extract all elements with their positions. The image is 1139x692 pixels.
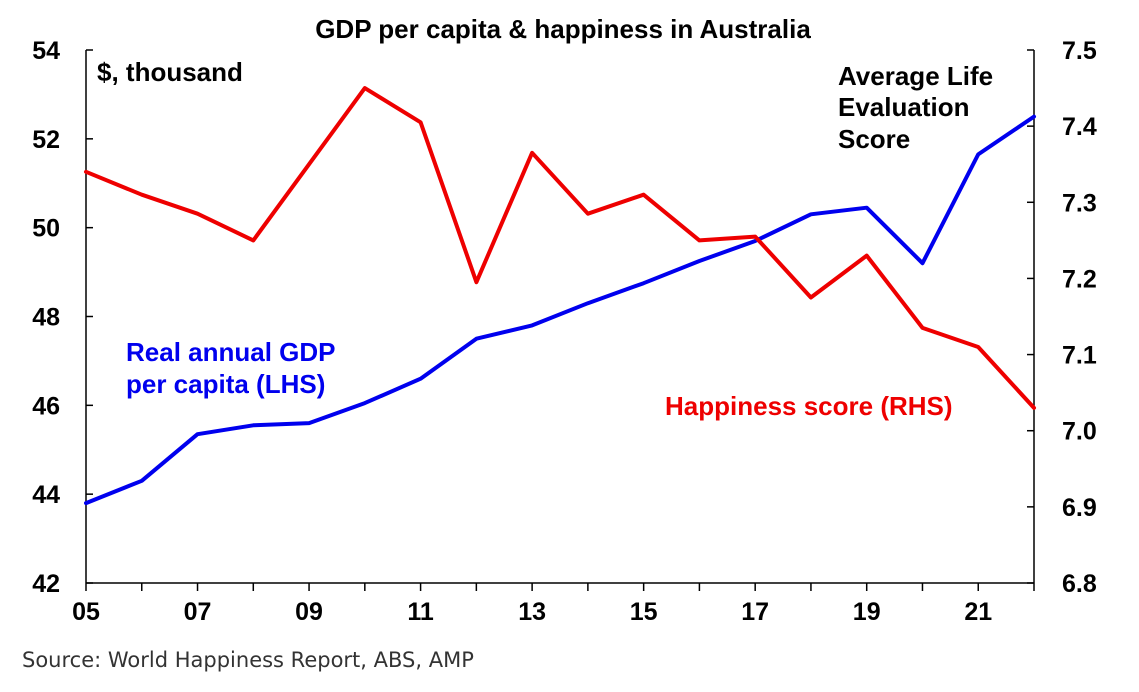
source-note: Source: World Happiness Report, ABS, AMP [22,648,474,672]
x-tick-label: 09 [295,598,323,626]
axes: 42 44 46 48 50 52 54 6.8 6.9 7.0 7.1 7.2 7.3 7.4 7.5 05… [32,37,1097,626]
left-tick-label: 48 [32,304,60,332]
right-axis-label: Average Life Evaluation Score [838,61,993,154]
series-layer [84,86,1036,506]
happiness-series-label: Happiness score (RHS) [665,391,953,421]
right-tick-label: 7.4 [1062,113,1097,141]
x-tick-label: 15 [630,598,658,626]
x-tick-label: 17 [741,598,769,626]
happiness-series [84,86,1036,410]
right-axis-label-line: Average Life [838,61,993,91]
right-tick-label: 6.9 [1062,494,1097,522]
x-tick-label: 05 [72,598,100,626]
left-axis-unit-label: $, thousand [97,57,243,87]
right-axis-label-line: Evaluation [838,92,969,122]
right-tick-label: 7.3 [1062,189,1097,217]
x-tick-label: 11 [407,598,434,626]
right-tick-label: 6.8 [1062,570,1097,598]
left-tick-label: 50 [32,215,60,243]
gdp-series-label: Real annual GDP per capita (LHS) [126,337,336,399]
x-tick-label: 13 [518,598,546,626]
gdp-line [84,114,1036,506]
x-tick-label: 07 [184,598,212,626]
x-tick-label: 21 [964,598,992,626]
gdp-series-label-line: per capita (LHS) [126,369,325,399]
left-tick-label: 54 [32,37,60,65]
left-tick-label: 44 [32,481,60,509]
gdp-series-label-line: Real annual GDP [126,337,336,367]
right-axis-label-line: Score [838,124,910,154]
left-tick-label: 42 [32,570,60,598]
right-tick-label: 7.5 [1062,37,1097,65]
chart-title: GDP per capita & happiness in Australia [315,14,811,44]
right-tick-label: 7.2 [1062,265,1097,293]
happiness-line [84,86,1036,410]
left-tick-label: 52 [32,126,60,154]
gdp-series [84,114,1036,506]
right-tick-label: 7.0 [1062,418,1097,446]
left-tick-label: 46 [32,392,60,420]
right-tick-label: 7.1 [1062,342,1097,370]
x-tick-label: 19 [853,598,881,626]
